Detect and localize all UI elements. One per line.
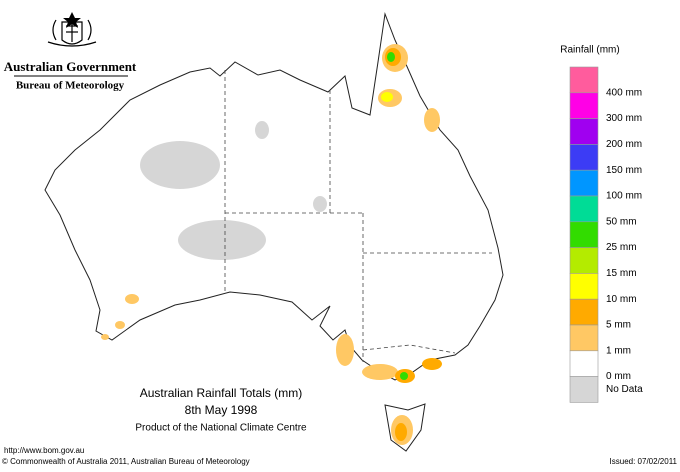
legend-swatch — [569, 169, 599, 197]
legend: Rainfall (mm) 400 mm 300 mm 200 mm 150 mm 10… — [560, 45, 643, 403]
legend-label: 0 mm — [606, 371, 631, 382]
footer-copyright: © Commonwealth of Australia 2011, Austra… — [2, 457, 250, 466]
legend-label: 100 mm — [606, 191, 642, 202]
map-product: Product of the National Climate Centre — [135, 423, 307, 434]
legend-swatch — [569, 195, 599, 223]
legend-label: 300 mm — [606, 113, 642, 124]
legend-swatch — [569, 298, 599, 326]
legend-label: 50 mm — [606, 216, 637, 227]
crest — [47, 12, 97, 47]
government-name: Australian Government — [4, 59, 137, 74]
legend-label: 15 mm — [606, 268, 637, 279]
agency-name: Bureau of Meteorology — [16, 80, 125, 92]
legend-label: 5 mm — [606, 320, 631, 331]
rain-areas — [101, 44, 442, 445]
no-data-area — [313, 196, 327, 212]
legend-label: 400 mm — [606, 87, 642, 98]
footer-url: http://www.bom.gov.au — [4, 446, 84, 455]
legend-swatch — [569, 66, 599, 94]
map — [44, 12, 504, 452]
legend-swatch — [569, 273, 599, 300]
legend-swatch — [569, 92, 599, 119]
legend-swatch — [569, 324, 599, 352]
legend-swatch — [569, 376, 599, 403]
legend-label: 200 mm — [606, 139, 642, 150]
state-border — [362, 344, 456, 354]
legend-title: Rainfall (mm) — [560, 45, 619, 56]
legend-no-data: No Data — [606, 384, 643, 395]
no-data-area — [255, 121, 269, 139]
map-title: Australian Rainfall Totals (mm) — [140, 386, 303, 400]
legend-swatch — [569, 118, 599, 145]
legend-swatch — [569, 350, 599, 377]
no-data-area — [140, 141, 220, 189]
legend-label: 1 mm — [606, 345, 631, 356]
footer-issued: Issued: 07/02/2011 — [610, 457, 678, 466]
legend-label: 25 mm — [606, 242, 637, 253]
legend-swatch — [569, 221, 599, 248]
no-data-area — [178, 220, 266, 260]
legend-swatch — [569, 144, 599, 171]
legend-label: 10 mm — [606, 294, 637, 305]
legend-label: 150 mm — [606, 165, 642, 176]
map-date: 8th May 1998 — [185, 403, 258, 417]
legend-swatch — [569, 247, 599, 274]
